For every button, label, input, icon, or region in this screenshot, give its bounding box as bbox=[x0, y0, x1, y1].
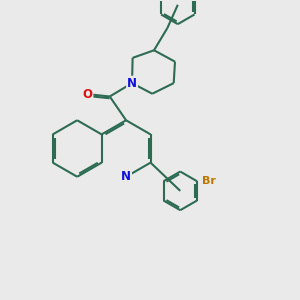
Text: Br: Br bbox=[202, 176, 216, 186]
Text: O: O bbox=[82, 88, 92, 100]
Text: N: N bbox=[121, 170, 131, 183]
Text: N: N bbox=[127, 76, 137, 90]
